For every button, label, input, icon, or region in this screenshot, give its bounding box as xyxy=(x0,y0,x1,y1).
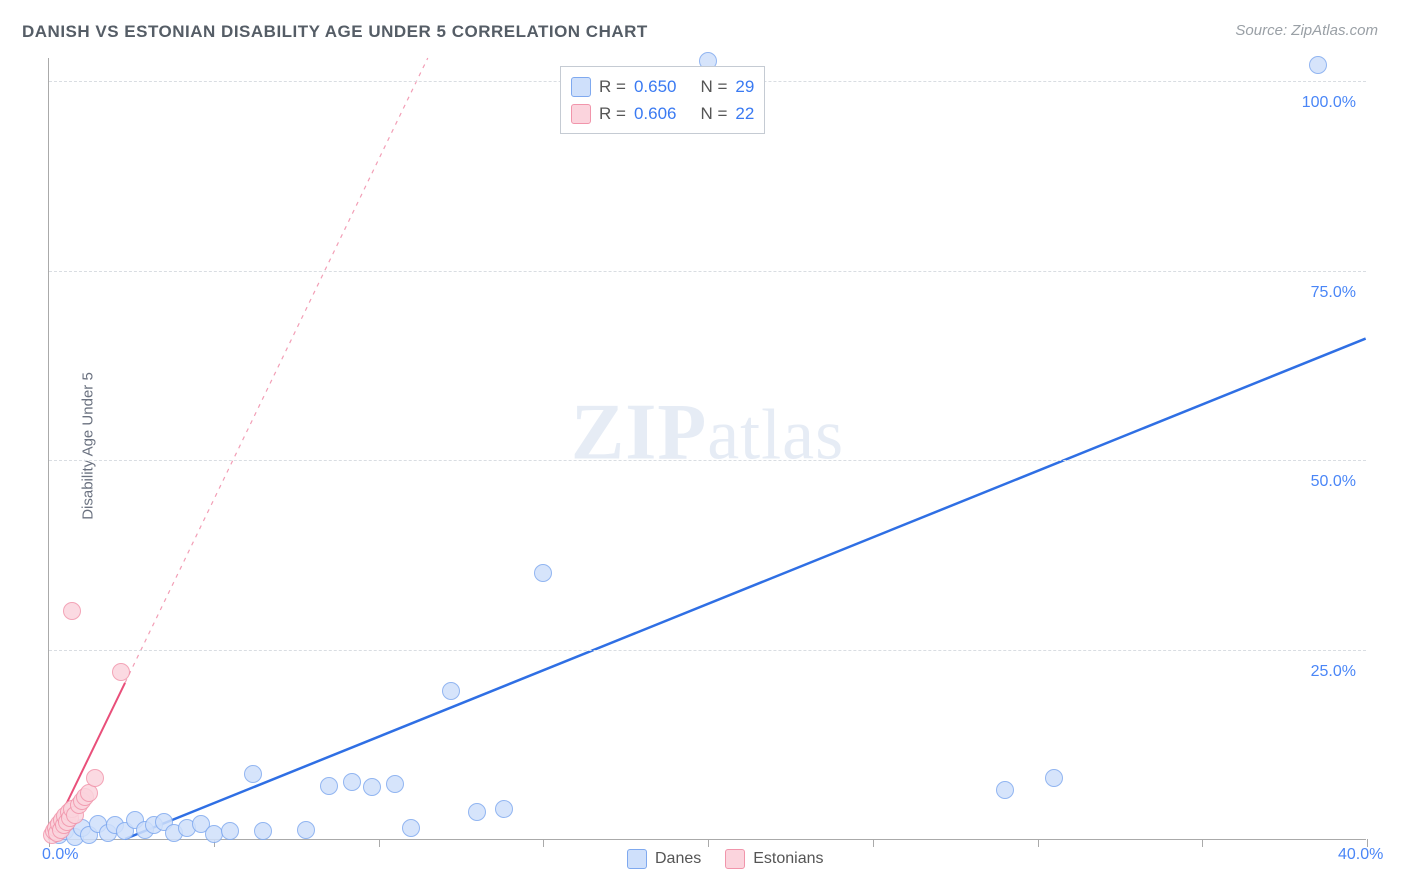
source-prefix: Source: xyxy=(1235,22,1291,39)
x-tick xyxy=(1038,839,1039,847)
x-tick xyxy=(1202,839,1203,847)
data-point xyxy=(297,821,315,839)
x-tick xyxy=(873,839,874,847)
source-attribution: Source: ZipAtlas.com xyxy=(1235,22,1378,39)
y-tick-label: 75.0% xyxy=(1311,284,1356,302)
data-point xyxy=(1309,56,1327,74)
correlation-stats-legend: R = 0.650 N = 29 R = 0.606 N = 22 xyxy=(560,66,765,134)
stat-r-value: 0.650 xyxy=(634,73,677,100)
legend-swatch xyxy=(571,104,591,124)
stat-r-label: R = xyxy=(599,73,626,100)
legend-label: Danes xyxy=(655,850,701,868)
data-point xyxy=(363,778,381,796)
x-tick xyxy=(379,839,380,847)
legend-swatch xyxy=(627,849,647,869)
data-point xyxy=(320,777,338,795)
source-link[interactable]: ZipAtlas.com xyxy=(1291,22,1378,39)
stat-r-label: R = xyxy=(599,100,626,127)
data-point xyxy=(244,765,262,783)
legend-item: Estonians xyxy=(725,849,823,869)
data-point xyxy=(402,819,420,837)
x-origin-label: 0.0% xyxy=(42,846,78,864)
stat-n-label: N = xyxy=(700,100,727,127)
legend-swatch xyxy=(725,849,745,869)
data-point xyxy=(996,781,1014,799)
stat-n-value: 22 xyxy=(735,100,754,127)
gridline xyxy=(49,271,1366,272)
watermark-atlas: atlas xyxy=(707,394,844,474)
y-tick-label: 100.0% xyxy=(1302,94,1356,112)
x-tick xyxy=(543,839,544,847)
data-point xyxy=(221,822,239,840)
legend-stat-row: R = 0.650 N = 29 xyxy=(571,73,754,100)
gridline xyxy=(49,650,1366,651)
data-point xyxy=(254,822,272,840)
gridline xyxy=(49,460,1366,461)
data-point xyxy=(63,602,81,620)
watermark-zip: ZIP xyxy=(571,388,707,476)
data-point xyxy=(386,775,404,793)
legend-stat-row: R = 0.606 N = 22 xyxy=(571,100,754,127)
data-point xyxy=(343,773,361,791)
data-point xyxy=(534,564,552,582)
legend-swatch xyxy=(571,77,591,97)
stat-n-value: 29 xyxy=(735,73,754,100)
data-point xyxy=(112,663,130,681)
legend-item: Danes xyxy=(627,849,701,869)
data-point xyxy=(205,825,223,843)
data-point xyxy=(86,769,104,787)
data-point xyxy=(1045,769,1063,787)
x-max-label: 40.0% xyxy=(1338,846,1383,864)
watermark: ZIPatlas xyxy=(571,387,844,478)
data-point xyxy=(442,682,460,700)
stat-n-label: N = xyxy=(700,73,727,100)
stat-r-value: 0.606 xyxy=(634,100,677,127)
legend-label: Estonians xyxy=(753,850,823,868)
y-tick-label: 25.0% xyxy=(1311,663,1356,681)
chart-title: DANISH VS ESTONIAN DISABILITY AGE UNDER … xyxy=(22,22,648,42)
data-point xyxy=(495,800,513,818)
x-tick xyxy=(708,839,709,847)
y-tick-label: 50.0% xyxy=(1311,473,1356,491)
series-legend: Danes Estonians xyxy=(627,849,824,869)
trend-lines-layer xyxy=(49,58,1366,839)
data-point xyxy=(468,803,486,821)
chart-plot-area: ZIPatlas 25.0% 50.0% 75.0% 100.0% R = 0.650 N … xyxy=(48,58,1366,840)
